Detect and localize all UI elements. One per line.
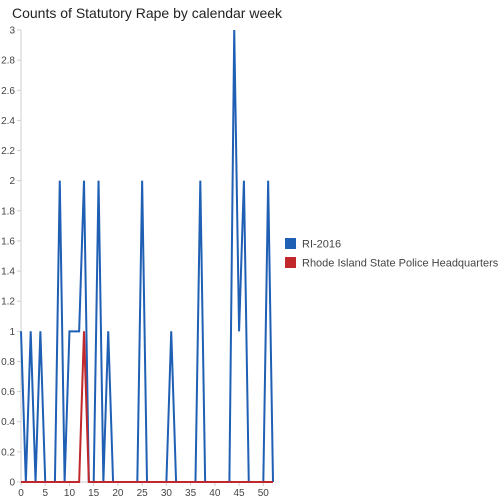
y-tick-label: 1.6 (1, 236, 15, 247)
x-tick-label: 45 (234, 488, 246, 499)
x-tick-label: 20 (112, 488, 124, 499)
series-line-2 (21, 331, 273, 483)
legend: RI-2016 Rhode Island State Police Headqua… (285, 238, 499, 270)
series-lines (20, 29, 274, 483)
y-tick-label: 2 (9, 176, 15, 187)
series-line-1 (20, 29, 274, 483)
y-tick-label: 2.4 (1, 116, 15, 127)
y-tick-label: 0.8 (1, 357, 15, 368)
y-tick-label: 0.6 (1, 387, 15, 398)
y-tick-label: 0.4 (1, 417, 15, 428)
legend-label-1: RI-2016 (302, 239, 341, 251)
x-axis: 0 5 10 15 20 25 30 35 40 45 50 (18, 481, 273, 499)
y-tick-label: 2.6 (1, 86, 15, 97)
x-tick-label: 0 (18, 488, 24, 499)
y-axis: 0 0.2 0.4 0.6 0.8 1 1.2 1.4 1.6 1.8 2 2.2 2.4 2.6 2.8 3 (1, 26, 22, 489)
y-tick-label: 1.8 (1, 206, 15, 217)
x-tick-label: 35 (185, 488, 197, 499)
x-tick-label: 40 (209, 488, 221, 499)
y-tick-label: 0 (9, 478, 15, 489)
y-tick-label: 1 (9, 327, 15, 338)
y-tick-label: 1.2 (1, 297, 15, 308)
x-tick-label: 25 (137, 488, 149, 499)
legend-swatch-1 (285, 238, 296, 249)
x-tick-label: 10 (64, 488, 76, 499)
legend-label-2: Rhode Island State Police Headquarters (302, 258, 499, 270)
x-tick-label: 50 (258, 488, 270, 499)
legend-swatch-2 (285, 257, 296, 268)
x-tick-label: 30 (161, 488, 173, 499)
y-tick-label: 1.4 (1, 267, 15, 278)
y-tick-label: 2.8 (1, 56, 15, 67)
y-tick-label: 3 (9, 26, 15, 37)
x-tick-label: 15 (88, 488, 100, 499)
x-tick-label: 5 (42, 488, 48, 499)
chart-title: Counts of Statutory Rape by calendar wee… (12, 5, 283, 21)
y-tick-label: 2.2 (1, 146, 15, 157)
y-tick-label: 0.2 (1, 447, 15, 458)
